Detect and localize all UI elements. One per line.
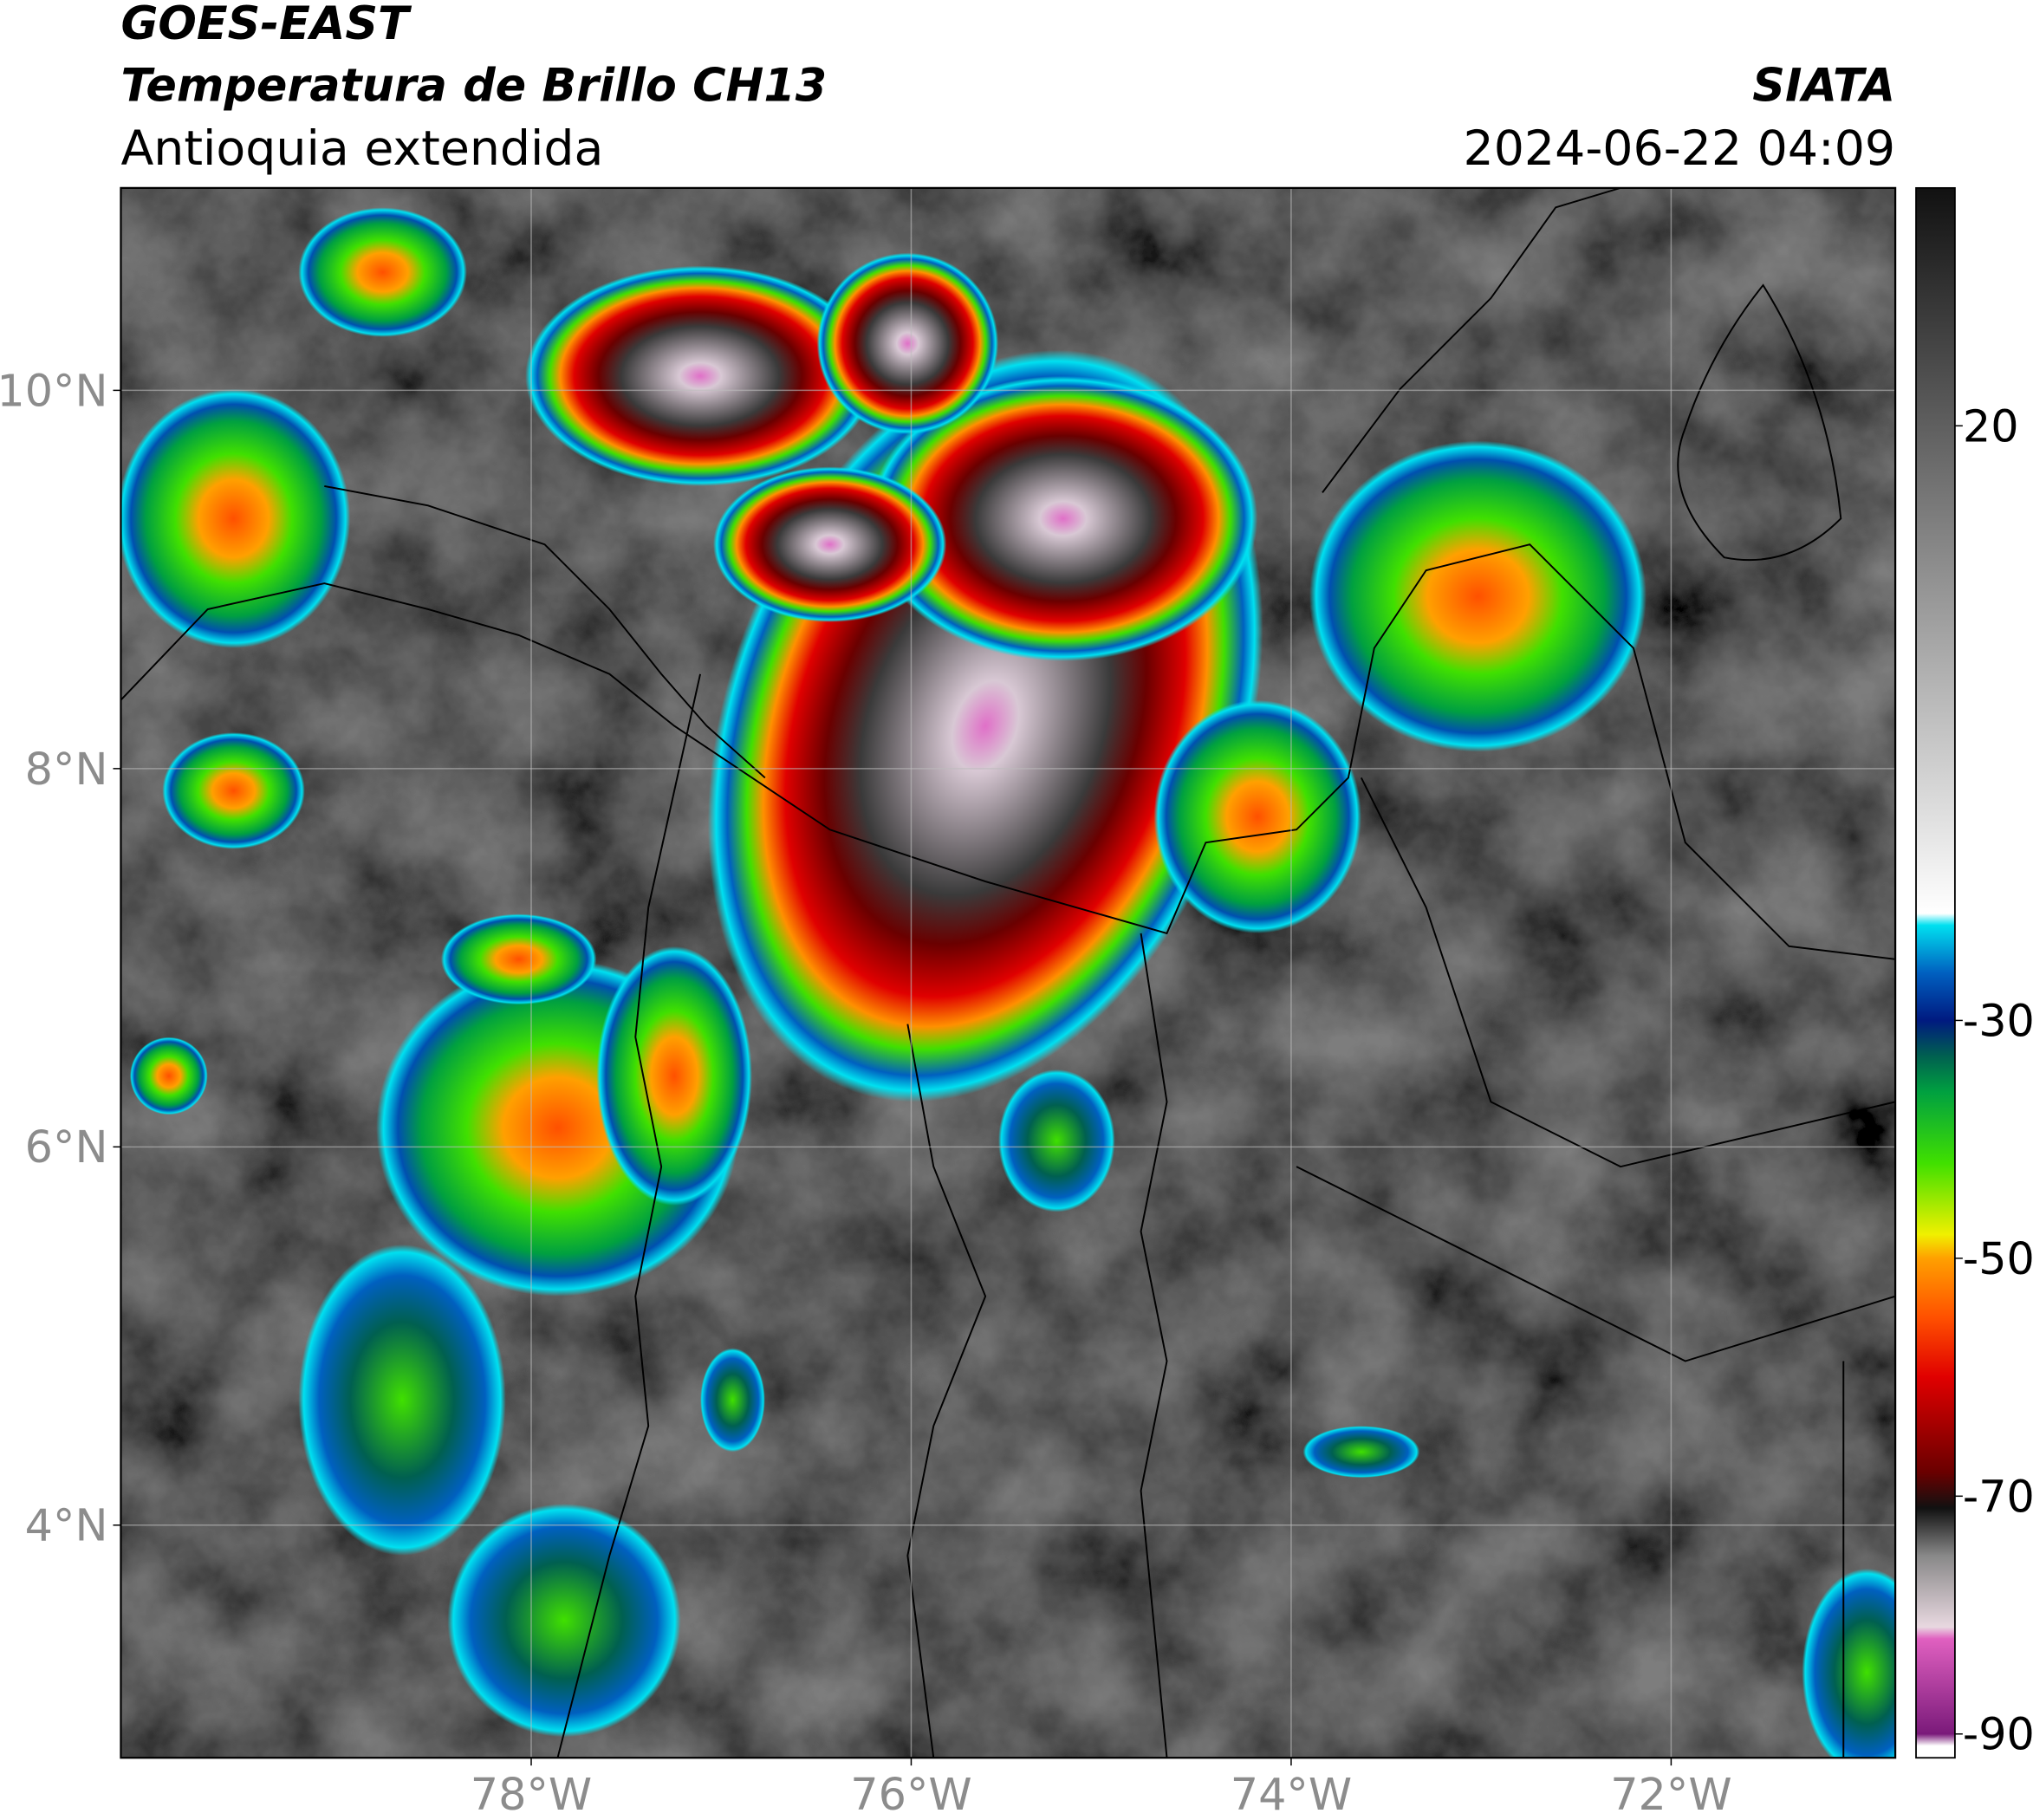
convective-cells <box>120 207 1896 1758</box>
datetime: 2024-06-22 04:09 <box>1464 121 1896 177</box>
source: SIATA <box>1752 60 1895 113</box>
borders <box>120 187 1896 1758</box>
colorbar-tick-label: -70 <box>1963 1471 2033 1522</box>
colorbar-tick-label: -90 <box>1963 1709 2033 1760</box>
y-tick-label: 6°N <box>25 1121 108 1173</box>
colorbar <box>1915 186 1956 1759</box>
y-tick-label: 4°N <box>25 1500 108 1551</box>
map-frame <box>120 186 1897 1759</box>
grid <box>120 187 1896 1758</box>
title: GOES-EAST <box>120 0 412 50</box>
x-tick-label: 72°W <box>1610 1769 1731 1820</box>
colorbar-tick-label: -50 <box>1963 1233 2033 1284</box>
x-tick-label: 76°W <box>850 1769 971 1820</box>
subtitle: Temperatura de Brillo CH13 <box>120 60 827 113</box>
y-tick-label: 8°N <box>25 744 108 795</box>
axes: 78°W 76°W 74°W 72°W 10°N 8°N 6°N 4°N <box>0 365 1732 1820</box>
x-tick-label: 74°W <box>1231 1769 1352 1820</box>
colorbar-tick-label: -30 <box>1963 995 2033 1046</box>
x-tick-label: 78°W <box>471 1769 592 1820</box>
region: Antioquia extendida <box>120 121 603 177</box>
map-image <box>120 187 1896 1758</box>
y-tick-label: 10°N <box>0 365 107 416</box>
colorbar-ticks: 20 -30 -50 -70 -90 <box>1954 400 2033 1760</box>
colorbar-tick-label: 20 <box>1963 400 2019 452</box>
